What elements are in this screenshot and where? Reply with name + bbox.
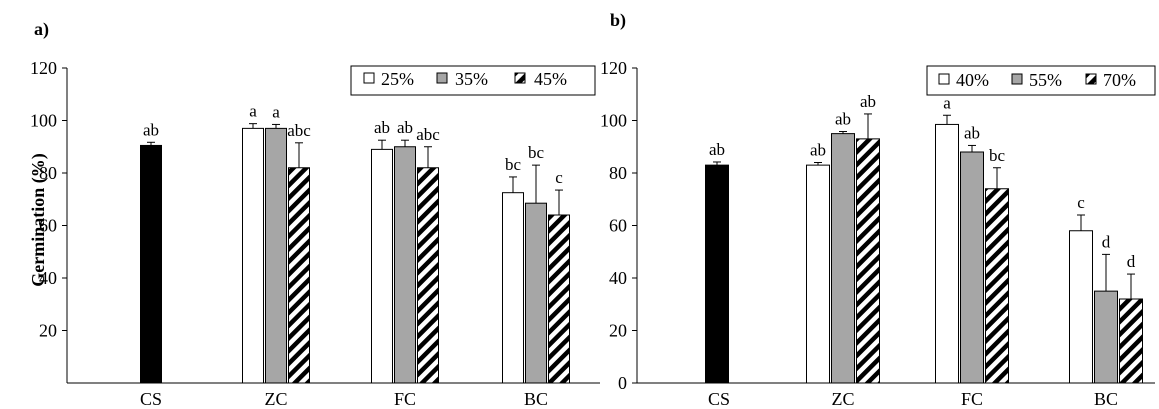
panel-b-bar-cs-letter-label: ab — [709, 140, 725, 159]
panel-b-x-tick-label: CS — [708, 389, 730, 409]
panel-b-bar-fc-70pct — [985, 188, 1009, 384]
panel-a-label: a) — [34, 19, 49, 40]
panel-b-bar-fc-40pct-letter-label: a — [943, 93, 951, 112]
panel-b-y-tick-label: 40 — [609, 268, 627, 288]
panel-a-bar-fc-35pct-letter-label: ab — [397, 118, 413, 137]
panel-a: a) Germination (%) 20 40 60 80 100 120 CS ZC FC B… — [28, 19, 600, 409]
panel-a-bar-fc-35pct — [394, 146, 416, 384]
panel-b-bar-bc-70pct-letter-label: d — [1127, 252, 1136, 271]
panel-a-bar-bc-45pct — [548, 214, 570, 384]
panel-b-bar-bc-70pct — [1119, 298, 1143, 384]
panel-a-y-tick-label: 40 — [39, 268, 57, 288]
panel-b-label: b) — [610, 10, 626, 31]
panel-a-y-tick-label: 100 — [30, 111, 57, 131]
panel-b-y-tick-label: 120 — [600, 58, 627, 78]
panel-b-bar-bc-40pct-letter-label: c — [1077, 193, 1085, 212]
panel-b-bar-zc-40pct-letter-label: ab — [810, 141, 826, 160]
panel-a-legend-box — [350, 65, 596, 96]
panel-a-bar-bc-35pct — [525, 202, 547, 384]
panel-a-bar-fc-45pct-letter-label: abc — [416, 125, 440, 144]
panel-b-y-tick-label: 20 — [609, 321, 627, 341]
panel-b-bar-fc-55pct-letter-label: ab — [964, 123, 980, 142]
panel-b-bar-zc-55pct — [831, 133, 855, 384]
panel-a-legend: 25% 35% 45% — [350, 65, 596, 96]
panel-a-y-tick-label: 20 — [39, 321, 57, 341]
panel-a-bar-fc-25pct-letter-label: ab — [374, 118, 390, 137]
panel-b-y-tick-label: 0 — [618, 373, 627, 393]
panel-b-bar-zc-55pct-letter-label: ab — [835, 110, 851, 129]
legend-label-25: 25% — [381, 69, 414, 89]
panel-a-bar-zc-35pct — [265, 127, 287, 384]
legend-swatch-hatch — [1085, 73, 1097, 85]
panel-b-bar-fc-55pct — [960, 151, 984, 384]
panel-a-bar-cs-letter-label: ab — [143, 120, 159, 139]
panel-b-x-tick-label: FC — [961, 389, 983, 409]
panel-b-axes: 0 20 40 60 80 100 120 CS ZC FC BC — [600, 58, 1155, 409]
panel-b-bar-bc-55pct-letter-label: d — [1102, 232, 1111, 251]
panel-b-x-tick-label: BC — [1094, 389, 1118, 409]
panel-b-bar-cs — [705, 164, 729, 384]
legend-label-55: 55% — [1029, 70, 1062, 90]
panel-b-y-tick-label: 60 — [609, 216, 627, 236]
legend-label-35: 35% — [455, 69, 488, 89]
panel-a-bar-zc-25pct-letter-label: a — [249, 102, 257, 121]
legend-swatch-gray — [436, 72, 448, 84]
panel-b-bar-zc-40pct — [806, 164, 830, 384]
panel-a-bar-zc-45pct-letter-label: abc — [287, 121, 311, 140]
legend-swatch-white — [363, 72, 375, 84]
panel-b-x-tick-label: ZC — [831, 389, 854, 409]
panel-b-bar-bc-40pct — [1069, 230, 1093, 384]
panel-a-bar-zc-35pct-letter-label: a — [272, 102, 280, 121]
panel-a-bar-bc-45pct-letter-label: c — [555, 168, 563, 187]
panel-a-y-tick-label: 120 — [30, 58, 57, 78]
panel-a-bar-fc-25pct — [371, 148, 393, 384]
panel-a-y-axis-title: Germination (%) — [28, 153, 49, 286]
legend-label-70: 70% — [1103, 70, 1136, 90]
panel-b-bar-fc-70pct-letter-label: bc — [989, 146, 1006, 165]
panel-b-legend: 40% 55% 70% — [926, 65, 1156, 96]
legend-swatch-gray — [1011, 73, 1023, 85]
panel-a-bar-cs — [140, 144, 162, 384]
legend-swatch-white — [938, 73, 950, 85]
panel-a-bars: ab a ab bc a ab bc abc abc c — [140, 102, 570, 384]
panel-a-bar-fc-45pct — [417, 167, 439, 384]
panel-a-bar-bc-25pct-letter-label: bc — [505, 155, 522, 174]
panel-a-bar-zc-25pct — [242, 127, 264, 384]
panel-a-y-tick-label: 80 — [39, 163, 57, 183]
panel-b-bar-zc-70pct-letter-label: ab — [860, 92, 876, 111]
panel-b-bar-zc-70pct — [856, 138, 880, 384]
panel-a-bar-bc-25pct — [502, 192, 524, 384]
panel-a-bar-bc-35pct-letter-label: bc — [528, 143, 545, 162]
panel-a-x-tick-label: ZC — [264, 389, 287, 409]
panel-a-y-tick-label: 60 — [39, 216, 57, 236]
panel-b-bar-bc-55pct — [1094, 290, 1118, 384]
panel-a-x-tick-label: BC — [524, 389, 548, 409]
panel-b-y-tick-label: 100 — [600, 111, 627, 131]
legend-label-40: 40% — [956, 70, 989, 90]
legend-label-45: 45% — [534, 69, 567, 89]
panel-b-bar-fc-40pct — [935, 123, 959, 384]
panel-b-y-tick-label: 80 — [609, 163, 627, 183]
legend-swatch-hatch — [514, 72, 526, 84]
panel-b-legend-box — [926, 65, 1156, 96]
panel-a-bar-zc-45pct — [288, 167, 310, 384]
panel-a-x-tick-label: FC — [394, 389, 416, 409]
panel-a-axes: 20 40 60 80 100 120 CS ZC FC BC — [30, 58, 600, 409]
panel-a-x-tick-label: CS — [140, 389, 162, 409]
